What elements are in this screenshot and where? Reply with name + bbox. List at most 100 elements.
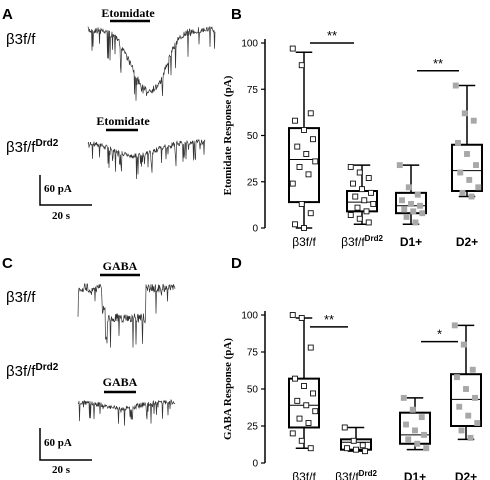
panel-b-data-point [298,200,305,207]
panel-b-data-point [303,151,310,157]
panel-d-significance-label: * [437,327,442,342]
panel-b-data-point [403,213,410,220]
panel-b-y-tick-label: 100 [241,39,258,50]
panel-b-data-point [408,200,414,207]
panel-d-data-point [414,440,421,447]
panel-d-data-point [421,431,427,438]
panel-b-data-point [473,162,479,169]
panel-d-y-axis-label: GABA Response (pA) [222,338,234,440]
panel-c-scale-bar [39,428,92,461]
panel-b-data-point [289,45,296,52]
panel-b-data-point [312,158,319,165]
panel-c: C β3f/f GABA β3f/fDrd2 GABA 60 pA 20 s [2,255,176,476]
panel-d-data-point [359,442,366,449]
panel-b-category-label: β3f/fDrd2 [341,234,383,249]
panel-d-data-point [463,386,469,392]
panel-b-significance-label: ** [327,28,337,43]
panel-a-bottom-drug-label: Etomidate [96,114,150,128]
panel-b-data-point [399,197,405,204]
panel-d-data-point [400,394,407,401]
panel-d-data-point [405,436,412,443]
panel-a-top-drug-label: Etomidate [101,6,155,20]
panel-b-data-point [356,215,363,222]
panel-d-data-point [458,427,465,434]
panel-d-data-point [307,445,314,452]
panel-d-data-point [289,312,296,318]
panel-d-data-point [460,341,467,348]
panel-b-data-point [296,163,303,170]
panel-b-data-point [417,202,423,209]
panel-d-data-point [467,434,474,441]
panel-b-data-point [292,117,298,124]
panel-d-data-point [294,397,301,404]
panel-d-data-point [305,420,312,426]
panel-b-data-point [352,193,359,200]
panel-b-letter: B [231,6,242,23]
panel-d-data-point [362,448,368,455]
panel-d-data-point [310,390,316,397]
panel-a-bottom-trace [87,138,206,180]
panel-d-data-point [423,445,430,452]
panel-b-data-point [361,197,368,204]
panel-d-data-point [465,412,472,419]
panel-d-y-tick-label: 75 [247,348,259,359]
panel-b-chart: 0 25 50 75 100 Etomidate Response (pA) β3f/f β3… [222,28,483,249]
panel-b-data-point [301,225,307,231]
panel-b-data-point [412,219,419,226]
panel-b-data-point [359,186,365,193]
panel-b-data-point [396,162,403,169]
panel-c-scale-time: 20 s [52,464,71,476]
panel-d-data-point [472,394,478,401]
panel-b-data-point [466,176,473,183]
panel-d-data-point [409,406,416,413]
panel-d-data-point [307,344,314,351]
panel-b-data-point [347,163,354,170]
panel-b: B 0 25 50 75 100 Etomidate Response (pA) β3f/f… [222,6,483,249]
panel-d-chart: 0 25 50 75 100 GABA Response (pA) β3f/f β3f/fDr… [222,311,482,480]
panel-b-y-tick-label: 0 [252,224,258,235]
panel-c-top-drug-label: GABA [103,259,138,273]
panel-b-y-tick-label: 75 [247,85,259,96]
panel-b-data-point [292,221,298,228]
panel-d-significance-label: ** [324,312,334,327]
panel-d-data-point [418,414,425,421]
panel-b-data-point [368,189,374,196]
panel-b-data-point [470,117,477,124]
panel-c-top-trace [77,283,176,348]
panel-b-data-point [452,82,459,89]
panel-b-data-point [464,151,470,157]
panel-d: D 0 25 50 75 100 GABA Response (pA) β3f/f β3f/f… [222,255,482,480]
panel-a-scale-current: 60 pA [44,183,72,195]
panel-b-y-tick-label: 50 [247,131,259,142]
panel-c-bottom-drug-label: GABA [103,375,138,389]
panel-b-category-label: D1+ [400,235,422,249]
panel-b-data-point [363,208,370,215]
panel-d-data-point [469,366,476,373]
panel-b-data-point [414,191,421,198]
panel-b-data-point [461,110,468,117]
panel-d-category-label: D2+ [455,470,477,480]
panel-b-y-tick-label: 25 [247,177,259,188]
panel-b-data-point [294,143,301,150]
panel-d-category-label: D1+ [404,470,426,480]
panel-d-data-point [298,437,305,444]
panel-a-scale-bar [39,175,92,206]
panel-d-category-label: β3f/fDrd2 [335,469,377,480]
panel-b-category-label: β3f/f [292,235,316,249]
panel-a-bottom-genotype: β3f/fDrd2 [6,138,59,156]
panel-d-data-point [298,315,305,321]
panel-a-top-trace [87,26,216,101]
panel-d-box [288,377,320,429]
panel-b-data-point [468,193,475,200]
panel-d-data-point [403,421,409,428]
panel-d-data-point [292,375,298,382]
panel-b-data-point [307,110,314,117]
panel-d-data-point [350,437,357,444]
panel-b-y-axis-label: Etomidate Response (pA) [222,75,234,195]
panel-b-data-point [457,169,464,176]
panel-b-data-point [459,189,466,196]
panel-b-data-point [370,200,377,207]
panel-b-data-point [405,184,412,191]
panel-b-data-point [365,219,372,226]
